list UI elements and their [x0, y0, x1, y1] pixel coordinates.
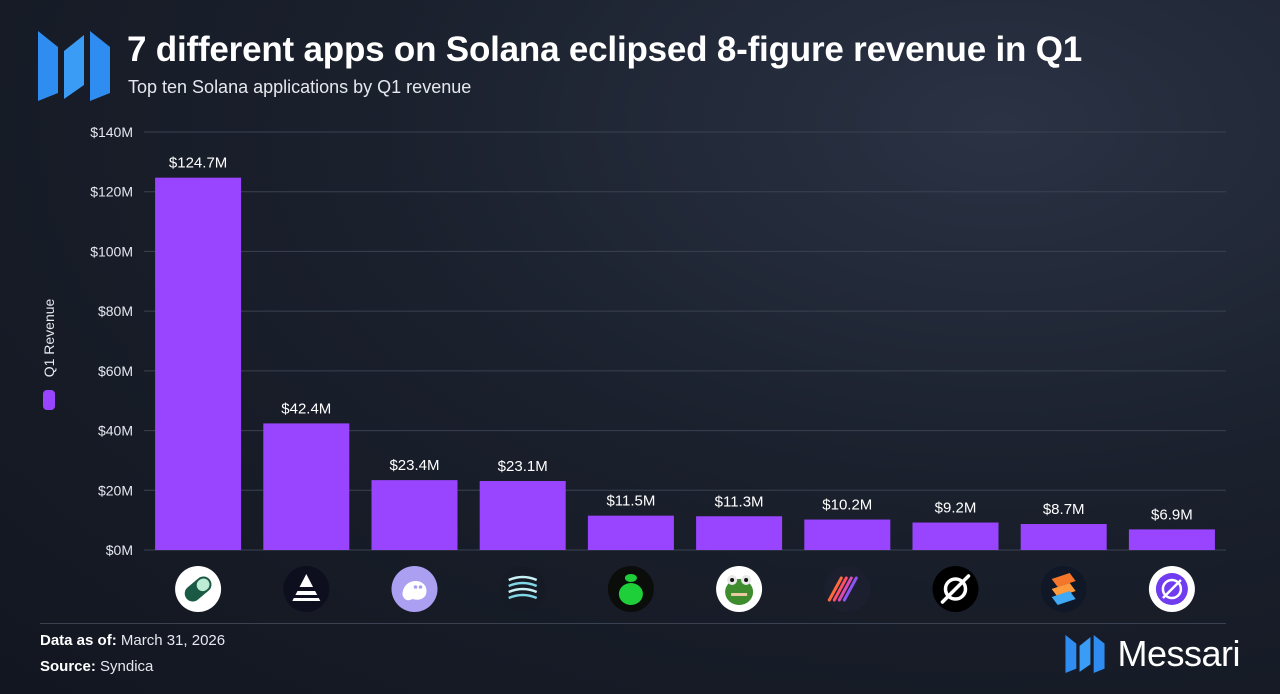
bar-value-label: $124.7M	[169, 155, 227, 172]
bar-value-label: $23.1M	[498, 458, 548, 475]
pill-icon	[175, 566, 222, 612]
bar	[1020, 524, 1107, 550]
bar	[1128, 529, 1215, 550]
ring-slash-icon	[932, 566, 979, 612]
y-tick-label: $0M	[106, 542, 133, 558]
data-as-of-value: March 31, 2026	[120, 632, 226, 649]
messari-brand: Messari	[1065, 633, 1240, 674]
diagonal-stripes-icon	[824, 566, 871, 612]
bar-value-label: $11.5M	[606, 493, 655, 510]
bar	[804, 519, 891, 550]
bar	[696, 516, 783, 550]
y-tick-label: $120M	[90, 184, 133, 200]
y-tick-label: $60M	[98, 363, 133, 379]
y-tick-label: $80M	[98, 303, 133, 319]
brand-name: Messari	[1117, 633, 1240, 674]
frog-icon	[716, 566, 763, 612]
triangle-stack-icon	[283, 566, 330, 612]
footer-divider	[40, 623, 1226, 624]
source-value: Syndica	[100, 658, 154, 675]
striped-sphere-icon	[499, 566, 546, 612]
helix-icon	[1148, 566, 1195, 612]
source-label: Source:	[40, 658, 96, 675]
bar-value-label: $42.4M	[281, 400, 331, 417]
legend-swatch	[43, 390, 55, 410]
bar-value-label: $9.2M	[935, 500, 977, 517]
source: Source: Syndica	[40, 658, 153, 675]
messari-logo-icon	[38, 31, 110, 101]
chart-subtitle: Top ten Solana applications by Q1 revenu…	[128, 77, 472, 97]
y-tick-label: $20M	[98, 482, 133, 498]
bar	[155, 177, 242, 550]
data-as-of: Data as of: March 31, 2026	[40, 632, 225, 649]
bar-value-label: $10.2M	[822, 497, 872, 514]
y-tick-label: $100M	[90, 243, 133, 259]
bar	[587, 515, 674, 550]
chart-title: 7 different apps on Solana eclipsed 8-fi…	[127, 30, 1083, 69]
money-bag-icon	[607, 566, 654, 612]
y-tick-label: $40M	[98, 423, 133, 439]
bar-value-label: $11.3M	[715, 493, 764, 510]
bar-chart: $0M $20M $40M $60M $80M $100M $120M $140M $124.…	[90, 124, 1226, 612]
bar	[371, 480, 458, 550]
data-as-of-label: Data as of:	[40, 632, 117, 649]
legend: Q1 Revenue	[28, 292, 68, 422]
bar	[479, 481, 566, 550]
y-tick-label: $140M	[90, 124, 133, 140]
bar-value-label: $6.9M	[1151, 506, 1193, 523]
stacked-layers-icon	[1040, 566, 1087, 612]
bar	[912, 522, 999, 550]
bar-value-label: $8.7M	[1043, 501, 1085, 518]
bar-value-label: $23.4M	[389, 457, 439, 474]
ghost-icon	[391, 566, 438, 612]
messari-brand-icon	[1065, 635, 1106, 673]
bar	[263, 423, 350, 550]
